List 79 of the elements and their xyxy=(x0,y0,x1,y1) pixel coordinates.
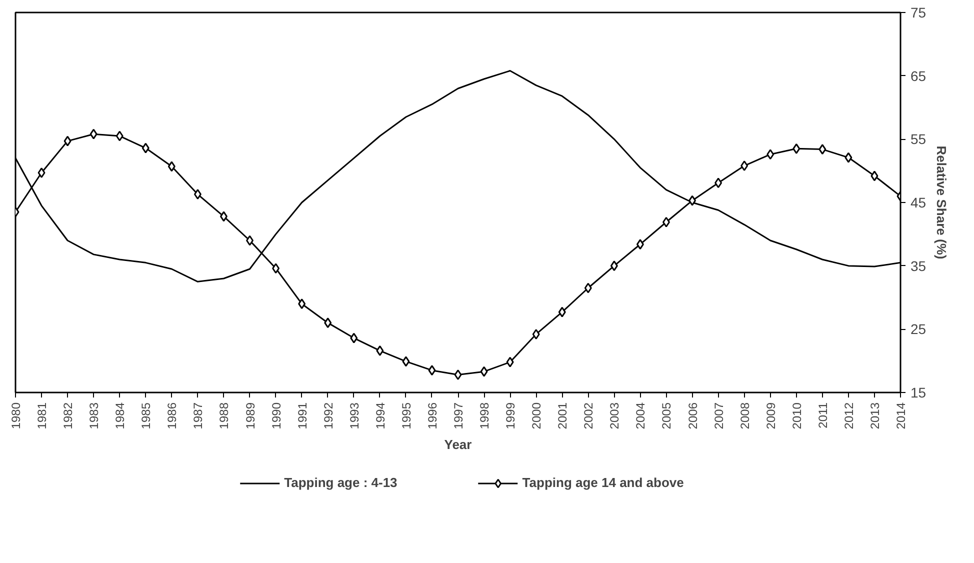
point xyxy=(38,167,46,178)
x-tick-label: 1988 xyxy=(217,402,232,430)
x-tick-label: 2009 xyxy=(764,402,778,430)
point xyxy=(220,211,228,222)
x-tick-label: 1983 xyxy=(87,402,102,430)
x-tick-label: 1995 xyxy=(399,402,414,430)
x-tick-label: 1990 xyxy=(269,402,284,430)
y-axis-title: Relative Share (%) xyxy=(934,146,950,260)
point xyxy=(870,170,878,182)
point xyxy=(246,235,254,246)
x-tick-label: 2012 xyxy=(842,402,856,430)
point xyxy=(506,356,514,368)
y-tick-label: 35 xyxy=(910,258,926,274)
legend-label: Tapping age 14 and above xyxy=(522,475,684,490)
x-tick-label: 2000 xyxy=(530,402,544,430)
point xyxy=(402,356,410,367)
point xyxy=(610,260,618,272)
point xyxy=(480,366,488,377)
point xyxy=(428,365,436,376)
point xyxy=(168,161,176,172)
point xyxy=(350,332,358,344)
x-tick-label: 1986 xyxy=(165,402,180,430)
y-tick-label: 45 xyxy=(910,194,926,210)
point xyxy=(818,144,826,155)
x-tick-label: 2013 xyxy=(868,402,882,430)
x-tick-label: 1997 xyxy=(452,402,466,430)
point xyxy=(844,152,852,163)
legend-label: Tapping age : 4-13 xyxy=(284,475,398,490)
point xyxy=(272,263,280,274)
point xyxy=(116,130,124,142)
x-tick-label: 1984 xyxy=(113,402,128,430)
point xyxy=(376,345,384,356)
x-tick-label: 1992 xyxy=(321,402,336,430)
x-tick-label: 2010 xyxy=(790,402,804,430)
x-tick-label: 1993 xyxy=(347,402,362,430)
point xyxy=(558,306,566,318)
point xyxy=(584,282,592,294)
point xyxy=(90,128,98,140)
x-tick-label: 1998 xyxy=(478,402,492,430)
x-tick-label: 1980 xyxy=(9,402,23,430)
point xyxy=(636,239,644,250)
y-tick-label: 55 xyxy=(910,131,926,148)
x-tick-label: 1994 xyxy=(373,402,388,430)
x-axis-title: Year xyxy=(444,437,472,452)
x-tick-label: 2001 xyxy=(556,402,570,430)
point xyxy=(662,216,670,228)
x-tick-label: 1982 xyxy=(61,402,76,430)
x-tick-label: 2003 xyxy=(608,402,622,430)
point xyxy=(766,149,774,160)
point xyxy=(324,318,332,328)
x-tick-label: 2007 xyxy=(712,402,726,430)
y-tick-label: 75 xyxy=(910,4,926,20)
x-tick-label: 1996 xyxy=(425,402,440,430)
point xyxy=(740,160,748,172)
x-tick-label: 1987 xyxy=(191,402,206,430)
x-tick-label: 1981 xyxy=(35,402,50,430)
x-tick-label: 2011 xyxy=(816,402,830,428)
point xyxy=(454,370,462,380)
y-tick-label: 15 xyxy=(910,384,926,400)
point xyxy=(688,195,696,206)
x-tick-label: 2014 xyxy=(894,402,908,430)
x-tick-label: 1999 xyxy=(504,402,518,430)
point xyxy=(194,189,202,200)
point xyxy=(792,143,800,154)
x-tick-label: 1991 xyxy=(295,402,310,430)
point xyxy=(142,142,150,154)
x-tick-label: 2004 xyxy=(634,402,648,430)
x-tick-label: 1985 xyxy=(139,402,154,430)
x-tick-label: 2005 xyxy=(660,402,674,430)
point xyxy=(532,328,540,340)
point xyxy=(714,178,722,188)
point xyxy=(64,136,72,146)
x-tick-label: 1989 xyxy=(243,402,258,430)
x-tick-label: 2002 xyxy=(582,402,596,430)
y-tick-label: 65 xyxy=(910,68,926,84)
x-tick-label: 2008 xyxy=(738,402,752,430)
y-tick-label: 25 xyxy=(910,321,926,338)
point xyxy=(298,298,306,310)
x-tick-label: 2006 xyxy=(686,402,700,430)
